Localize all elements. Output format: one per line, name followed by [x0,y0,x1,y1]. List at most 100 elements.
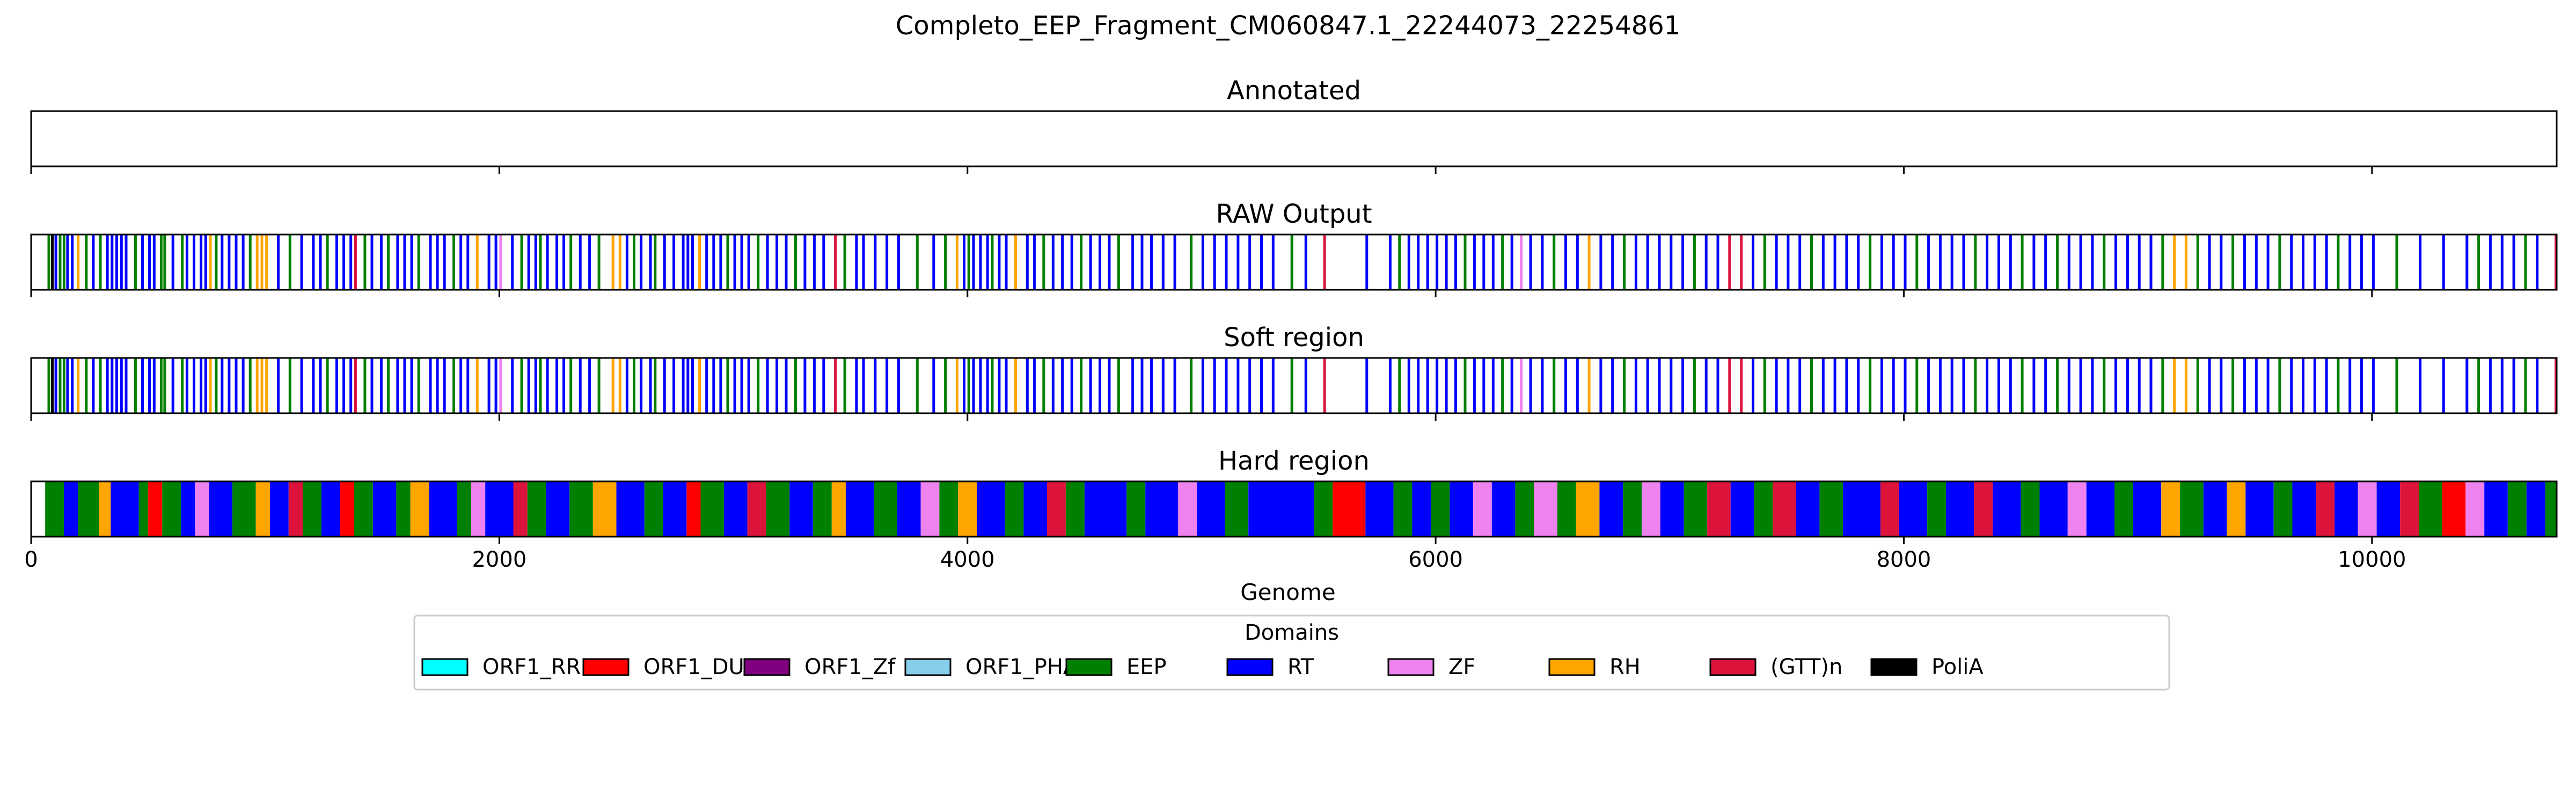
segment-rt [1454,358,1457,413]
segment-rt [1201,358,1204,413]
segment-rt [277,235,280,290]
segment-eep [726,358,729,413]
segment-rh [2184,358,2187,413]
legend-item: RT [1226,655,1314,679]
segment-rt [2419,235,2422,290]
segment-rt [1131,235,1135,290]
segment-eep [843,235,846,290]
legend-item: ORF1_DUF [582,655,757,679]
segment-rt [972,235,975,290]
segment-rt [148,358,151,413]
x-tick-label: 0 [24,547,38,572]
segment-rt [1248,235,1252,290]
segment-rt [1026,235,1029,290]
segment-rt [106,235,109,290]
segment-rt [141,358,144,413]
segment-rt [1005,235,1008,290]
segment-rt [1833,358,1836,413]
segment-rt [845,481,874,537]
segment-rt [1564,235,1567,290]
segment-eep [248,358,252,413]
segment-rh [410,481,429,537]
segment-rt [1681,235,1685,290]
segment-eep [1117,358,1120,413]
segment-rt [379,358,383,413]
segment-rt [1482,358,1485,413]
segment-eep [539,235,542,290]
segment-rt [1407,358,1410,413]
segment-rt [1599,358,1602,413]
segment-eep [99,358,102,413]
segment-rt [1150,358,1153,413]
segment-rt [740,235,743,290]
segment-rt [54,358,57,413]
segment-rt [1938,358,1942,413]
segment-rt [1564,358,1567,413]
segment-orf1-duf [148,481,163,537]
segment-eep [843,358,846,413]
segment-rt [370,358,374,413]
segment-eep [2278,358,2281,413]
segment-rt [562,235,566,290]
segment-rt [396,235,399,290]
segment-rt [319,235,322,290]
segment-rt [1730,481,1754,537]
segment-rt [1646,235,1649,290]
segment-rt [2290,235,2293,290]
segment-eep [134,235,137,290]
segment-eep [1623,481,1642,537]
segment-eep [1763,235,1766,290]
segment-rt [185,358,188,413]
segment-rt [335,235,338,290]
segment-rt [1445,235,1448,290]
segment-rh [958,481,977,537]
segment-eep [916,235,919,290]
segment-rt [152,358,156,413]
segment-eep [159,235,163,290]
segment-eep [303,481,321,537]
segment-eep [62,235,65,290]
segment-eep [633,235,635,290]
segment-zf [1520,235,1523,290]
segment-rt [1950,358,1953,413]
segment-eep [45,481,64,537]
segment-rt [1033,358,1036,413]
legend-swatch [582,658,630,676]
segment-zf [499,235,502,290]
segment-rt [1892,235,1895,290]
segment-rt [1529,358,1532,413]
segment-rt [663,235,666,290]
segment-rt [1821,235,1825,290]
legend-label: (GTT)n [1770,655,1842,679]
segment-rt [185,235,188,290]
segment-rt [2302,235,2304,290]
segment-eep [417,235,420,290]
legend-swatch [1870,658,1918,676]
segment-eep [597,358,601,413]
segment-rt [1787,358,1790,413]
segment-rt [663,481,687,537]
segment-rt [1634,358,1637,413]
segment-rt [148,235,151,290]
segment-rt [221,235,224,290]
segment-eep [644,481,663,537]
segment-eep [757,358,760,413]
segment-rt [789,481,813,537]
segment-rt [511,358,514,413]
segment-rt [1796,481,1820,537]
segment-zf [2465,481,2485,537]
segment-eep [417,358,420,413]
legend-items: ORF1_RRM ORF1_DUF ORF1_Zf ORF1_PHA EEP RT ZF RH… [421,655,1984,679]
segment-eep [1126,481,1146,537]
segment-rt [1023,481,1047,537]
segment-eep [1869,358,1872,413]
segment-rt [1260,235,1263,290]
segment-rt [228,358,231,413]
segment-rt [1271,358,1275,413]
segment-rt [181,481,195,537]
segment-rt [66,235,69,290]
segment-rh [265,235,268,290]
segment-rt [1775,235,1778,290]
segment--gtt-n [354,235,357,290]
segment-rt [1938,235,1942,290]
